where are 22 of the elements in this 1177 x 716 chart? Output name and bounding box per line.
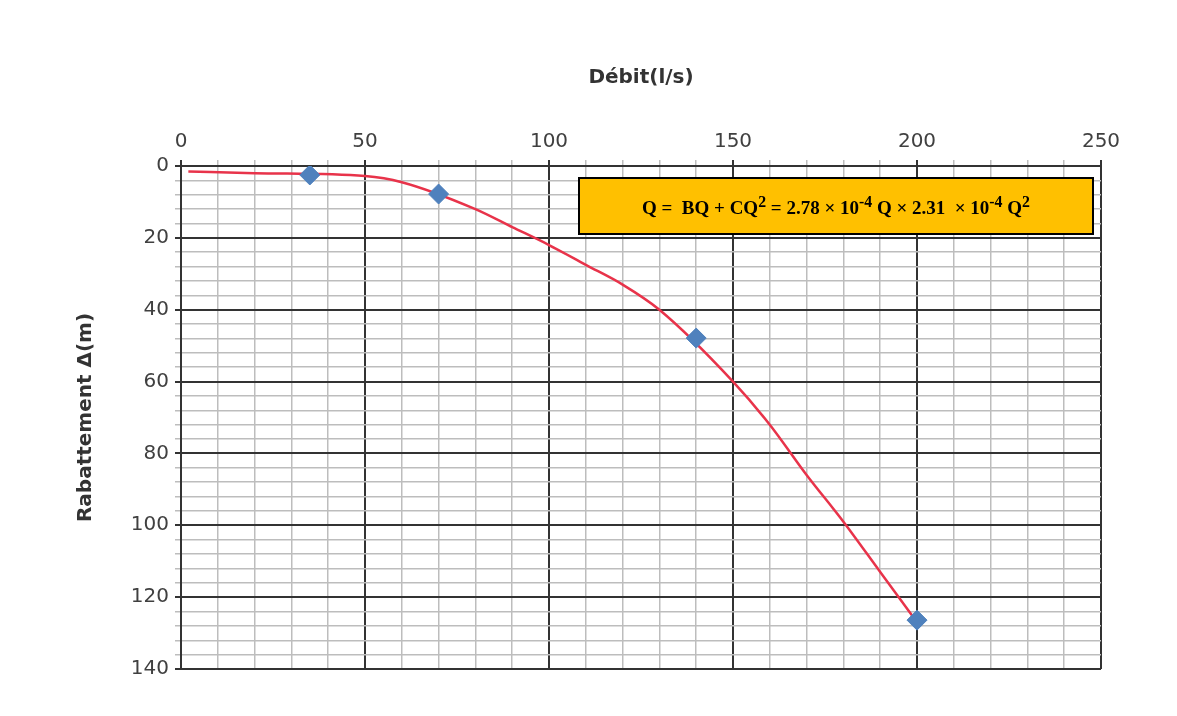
x-tick-label: 50: [352, 128, 378, 153]
y-axis-title: Rabattement Δ(m): [72, 312, 97, 523]
equation-box: Q = BQ + CQ$^{2}$ = 2.78 × 10$^{-4}$ Q × 2.31 × 10$^{-4}$ Q$^{2}$: [578, 177, 1094, 235]
y-tick-label: 120: [130, 583, 169, 608]
x-tick-label: 200: [897, 128, 937, 153]
x-tick-label: 250: [1081, 128, 1121, 153]
y-tick-label: 40: [143, 295, 169, 320]
y-tick-label: 140: [130, 655, 169, 680]
x-axis-title: Débit(l/s): [588, 64, 694, 89]
annotation: Q = BQ + CQ$^{2}$ = 2.78 × 10$^{-4}$ Q × 2.31 × 10$^{-4}$ Q$^{2}$: [642, 192, 1030, 220]
point: [299, 166, 321, 186]
x-tick-label: 0: [174, 128, 188, 153]
y-tick-label: 100: [130, 511, 169, 536]
y-tick-label: 20: [143, 224, 169, 249]
x-tick-label: 100: [529, 128, 569, 153]
point: [906, 609, 928, 631]
point: [685, 327, 707, 349]
y-tick-label: 80: [143, 439, 169, 464]
x-tick-label: 150: [713, 128, 753, 153]
y-tick-label: 60: [143, 367, 169, 392]
y-tick-label: 0: [156, 152, 169, 177]
point: [428, 183, 450, 205]
